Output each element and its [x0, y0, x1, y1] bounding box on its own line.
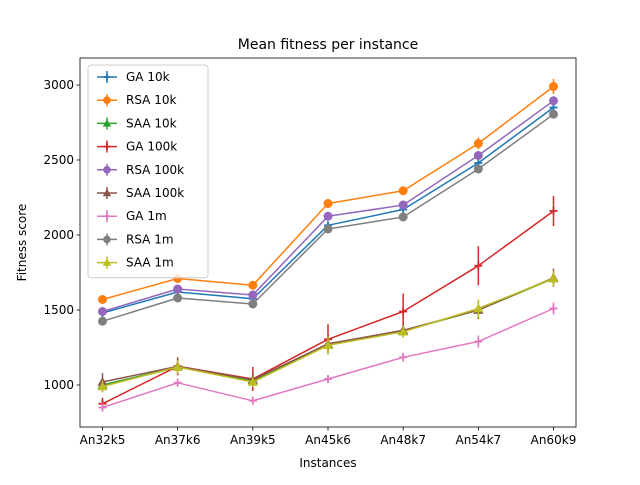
data-point	[323, 224, 333, 234]
legend-label: SAA 1m	[126, 256, 174, 270]
data-point	[323, 340, 333, 349]
legend-item: GA 1m	[97, 209, 167, 223]
y-tick-label: 2000	[43, 228, 74, 242]
x-tick-label: An60k9	[531, 433, 577, 447]
data-point	[398, 212, 408, 222]
data-point	[248, 290, 258, 300]
legend-item: SAA 100k	[97, 186, 184, 200]
data-point	[474, 337, 483, 346]
data-point	[98, 295, 107, 304]
data-point	[103, 235, 111, 244]
legend-label: GA 10k	[126, 70, 170, 84]
data-point	[549, 304, 558, 313]
legend: GA 10k RSA 10k SAA 10k GA 100k RSA 100k SAA 1…	[87, 64, 209, 279]
data-point	[324, 375, 332, 383]
data-point	[549, 96, 558, 106]
x-tick-label: An45k6	[305, 433, 351, 447]
data-point	[173, 284, 183, 294]
data-point	[398, 200, 408, 210]
x-axis-label: Instances	[299, 456, 356, 470]
plot-frame	[79, 57, 577, 428]
data-point	[98, 403, 107, 412]
legend-label: RSA 1m	[126, 232, 174, 246]
data-point	[399, 353, 408, 362]
legend-label: GA 100k	[126, 140, 177, 154]
x-tick-label: An39k5	[230, 433, 276, 447]
legend-item: RSA 10k	[97, 93, 176, 107]
legend-item: GA 100k	[97, 140, 177, 154]
data-point	[103, 212, 111, 220]
data-point	[549, 82, 558, 91]
data-point	[172, 362, 183, 371]
data-point	[323, 211, 333, 221]
data-point	[398, 186, 408, 196]
x-tick-label: An54k7	[455, 433, 501, 447]
legend-item: RSA 1m	[97, 232, 174, 246]
chart-title: Mean fitness per instance	[238, 37, 418, 53]
data-point	[102, 188, 112, 197]
legend-label: RSA 100k	[126, 163, 184, 177]
data-point	[473, 151, 483, 160]
data-point	[173, 293, 183, 303]
data-point	[549, 207, 558, 215]
y-tick-label: 1000	[43, 378, 74, 392]
x-tick-label: An32k5	[80, 433, 126, 447]
data-point	[248, 280, 258, 290]
data-point	[399, 307, 408, 316]
legend-label: RSA 10k	[126, 93, 176, 107]
legend-label: SAA 10k	[126, 116, 177, 130]
legend-item: SAA 1m	[97, 256, 174, 270]
y-axis-ticks: 1000 1500 2000 2500 3000	[43, 78, 80, 392]
legend-label: SAA 100k	[126, 186, 184, 200]
data-point	[548, 273, 559, 283]
legend-item: SAA 10k	[97, 116, 177, 130]
series-4	[98, 96, 558, 316]
series-7	[98, 109, 558, 326]
legend-box	[87, 64, 209, 279]
legend-label: GA 1m	[126, 209, 167, 223]
data-point	[98, 316, 107, 326]
series-8	[97, 271, 559, 393]
y-tick-label: 1500	[43, 303, 74, 317]
data-point	[247, 377, 258, 386]
legend-item: GA 10k	[97, 70, 170, 84]
plot-series	[97, 79, 559, 412]
data-point	[398, 326, 409, 336]
data-point	[102, 258, 112, 266]
x-tick-label: An48k7	[380, 433, 426, 447]
data-point	[248, 396, 257, 405]
data-point	[323, 199, 333, 208]
data-point	[103, 96, 111, 105]
x-tick-label: An37k6	[155, 433, 201, 447]
series-6	[98, 302, 558, 412]
y-tick-label: 3000	[43, 78, 74, 92]
data-point	[98, 307, 107, 316]
data-point	[103, 73, 111, 81]
data-point	[173, 378, 182, 387]
y-axis-label: Fitness score	[15, 204, 29, 282]
data-point	[473, 139, 483, 148]
data-point	[473, 303, 484, 313]
data-point	[473, 164, 483, 174]
data-point	[248, 299, 258, 309]
x-axis-ticks: An32k5 An37k6 An39k5 An45k6 An48k7 An54k7 An60…	[80, 427, 577, 447]
data-point	[549, 109, 558, 119]
data-point	[103, 165, 111, 174]
data-point	[103, 143, 111, 150]
data-point	[102, 119, 112, 127]
legend-item: RSA 100k	[97, 163, 184, 177]
y-tick-label: 2500	[43, 153, 74, 167]
data-point	[97, 381, 108, 391]
data-point	[474, 261, 483, 270]
